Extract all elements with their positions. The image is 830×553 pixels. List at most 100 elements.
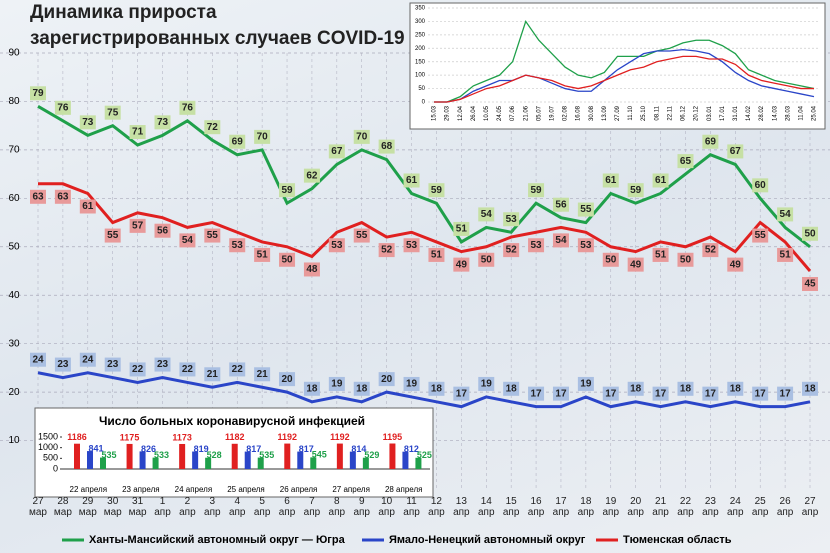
bar — [87, 451, 93, 469]
data-label-box — [79, 199, 96, 214]
x-tick-label: 14 апр — [477, 496, 495, 518]
data-label-box — [727, 144, 744, 159]
data-label: 55 — [356, 230, 368, 241]
legend-label: Ханты-Мансийский автономный округ — Югра — [89, 534, 346, 546]
y-tick-label: 60 — [8, 193, 20, 204]
data-label: 51 — [655, 250, 667, 261]
data-label-box — [328, 144, 345, 159]
data-label: 1182 — [225, 432, 245, 442]
x-tick-label: 30.08 — [589, 105, 595, 121]
x-tick-label: 27 апреля — [332, 485, 370, 494]
y-tick-label: 0 — [53, 463, 58, 473]
data-label-box — [279, 183, 296, 198]
data-label: 49 — [630, 259, 642, 270]
data-label-box — [403, 173, 420, 188]
x-tick-label: 7 апр — [303, 496, 321, 518]
x-tick-label: 11 апр — [403, 496, 420, 518]
data-label-box — [577, 376, 594, 391]
data-label-box — [777, 207, 794, 222]
series-line — [37, 104, 811, 248]
data-label: 19 — [331, 379, 343, 390]
y-tick-label: 500 — [43, 453, 58, 463]
data-label: 1173 — [172, 432, 192, 442]
data-label: 18 — [506, 383, 518, 394]
x-tick-label: 1 апр — [154, 496, 171, 518]
data-label: 69 — [705, 136, 717, 147]
data-label: 56 — [157, 225, 169, 236]
data-label: 19 — [481, 379, 493, 390]
data-label: 21 — [207, 369, 219, 380]
x-tick-label: 31 мар — [128, 496, 147, 518]
bar — [139, 451, 146, 469]
data-label-box — [104, 357, 121, 372]
bar — [205, 457, 212, 469]
x-tick-label: 9 апр — [353, 496, 370, 518]
data-label-box — [627, 183, 644, 198]
x-tick-label: 26 апреля — [280, 485, 318, 494]
data-label: 70 — [257, 132, 269, 143]
x-tick-label: 19 апр — [602, 496, 620, 518]
x-tick-label: 02.08 — [563, 105, 569, 121]
data-label-box — [229, 238, 246, 253]
data-label: 545 — [312, 450, 327, 460]
x-tick-label: 22 апр — [677, 496, 694, 518]
series-line — [434, 55, 814, 103]
data-label: 53 — [406, 240, 418, 251]
data-label-box — [154, 223, 171, 238]
bar — [349, 451, 356, 469]
x-tick-label: 21 апр — [652, 496, 669, 518]
data-label-box — [79, 115, 96, 130]
data-label: 63 — [57, 191, 69, 202]
data-label-box — [303, 262, 320, 277]
data-label: 51 — [431, 250, 443, 261]
data-label: 60 — [755, 180, 767, 191]
x-tick-label: 08.11 — [654, 105, 660, 120]
y-tick-label: 150 — [415, 59, 426, 65]
x-tick-label: 8 апр — [328, 496, 346, 518]
data-label: 59 — [630, 185, 642, 196]
x-tick-label: 23 апреля — [122, 485, 160, 494]
y-tick-label: 350 — [415, 6, 426, 12]
data-label-box — [453, 221, 470, 236]
data-label: 54 — [555, 235, 567, 246]
data-label-box — [428, 183, 445, 198]
data-label: 55 — [107, 230, 119, 241]
x-tick-label: 17.01 — [720, 105, 726, 121]
data-label: 54 — [780, 209, 792, 220]
bar — [244, 451, 251, 469]
data-label: 52 — [381, 245, 393, 256]
x-tick-label: 05.07 — [536, 105, 542, 121]
y-tick-label: 40 — [8, 290, 20, 301]
data-label-box — [353, 228, 370, 243]
data-label: 53 — [531, 240, 543, 251]
x-tick-label: 10 апр — [378, 496, 395, 518]
y-tick-label: 1000 — [38, 442, 58, 452]
data-label: 535 — [101, 450, 116, 460]
x-tick-label: 25 апреля — [227, 485, 265, 494]
x-tick-label: 4 апр — [228, 496, 246, 518]
y-tick-label: 30 — [8, 338, 20, 349]
data-label: 533 — [154, 450, 169, 460]
data-label-box — [204, 120, 221, 135]
data-label: 22 — [132, 364, 144, 375]
data-label-box — [752, 178, 769, 193]
x-tick-label: 28 апреля — [385, 485, 423, 494]
data-label: 61 — [655, 175, 667, 186]
chart-title: Динамика прироста зарегистрированных слу… — [30, 2, 405, 49]
x-tick-label: 11.04 — [798, 105, 804, 120]
data-label-box — [478, 252, 495, 267]
data-label: 22 — [232, 364, 244, 375]
bar — [231, 443, 238, 469]
data-label: 1195 — [383, 432, 403, 442]
x-tick-label: 14.02 — [746, 105, 752, 121]
data-label-box — [503, 381, 520, 396]
data-label-box — [179, 362, 196, 377]
data-label: 53 — [506, 214, 518, 225]
series-line — [434, 19, 815, 103]
x-tick-label: 3 апр — [204, 496, 221, 518]
data-label-box — [279, 372, 296, 387]
data-label-box — [602, 173, 619, 188]
data-label: 1192 — [330, 432, 350, 442]
data-label: 51 — [257, 250, 269, 261]
